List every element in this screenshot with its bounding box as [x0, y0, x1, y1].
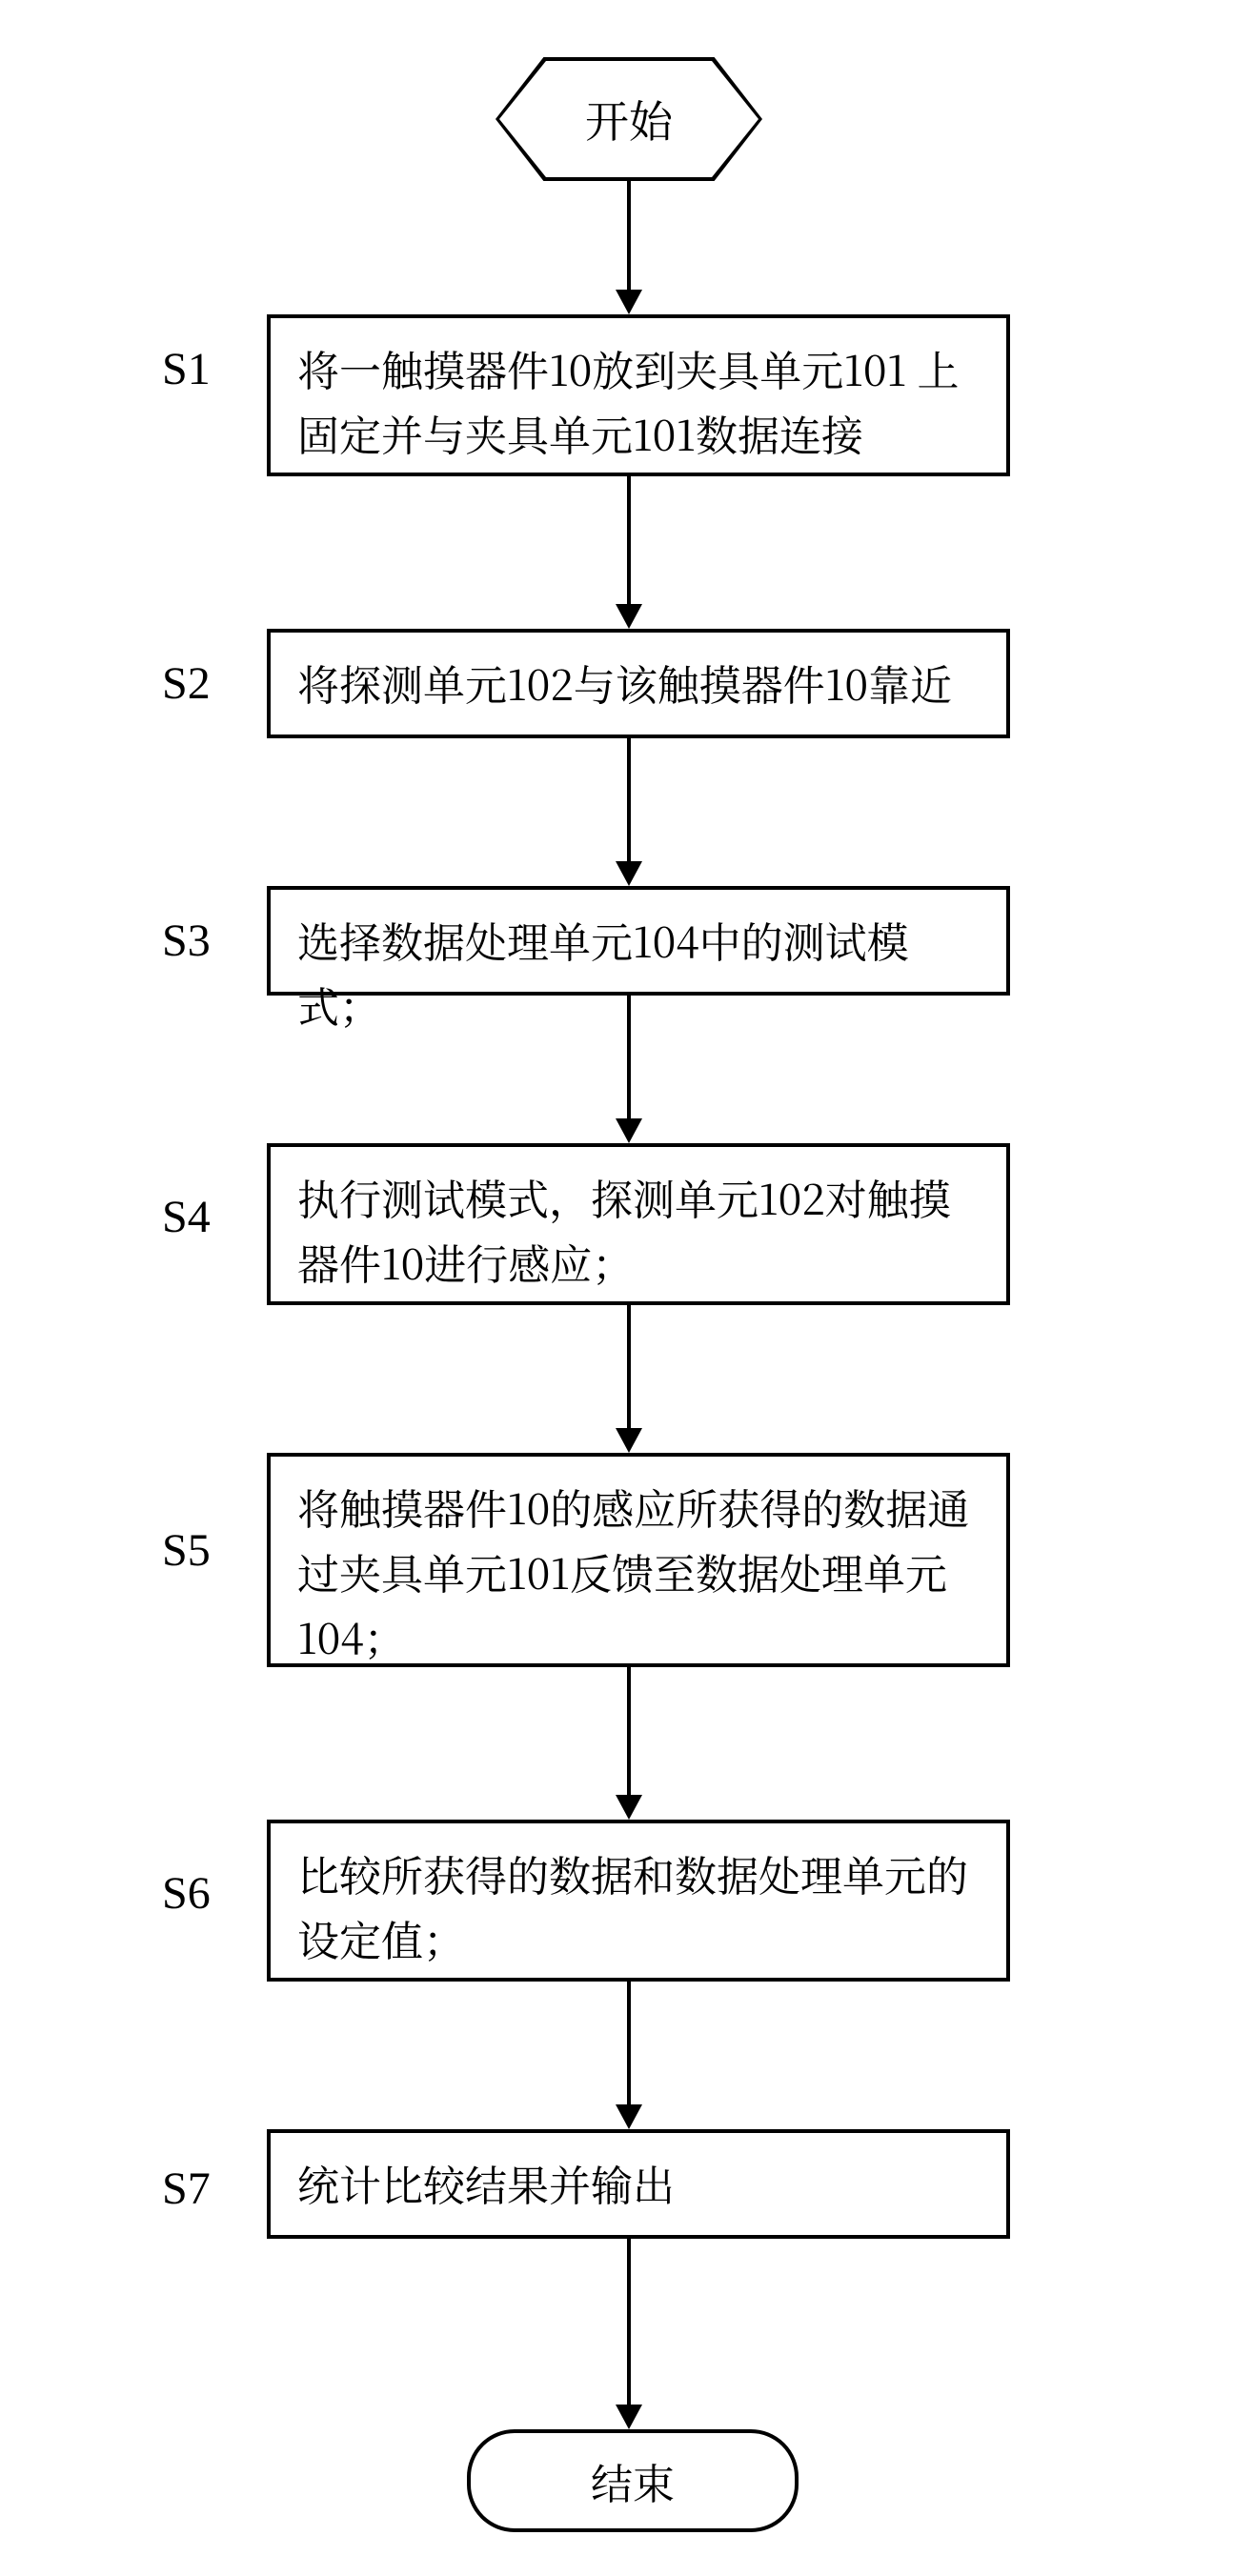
step-text-s3: 选择数据处理单元104中的测试模式； — [297, 909, 909, 1035]
step-label-s1: S1 — [162, 343, 211, 395]
step-box-s3: 选择数据处理单元104中的测试模式； — [267, 886, 1010, 996]
arrow-line-4 — [627, 1305, 631, 1428]
step-label-s4: S4 — [162, 1191, 211, 1243]
step-text-s2: 将探测单元102与该触摸器件10靠近 — [297, 652, 952, 713]
step-text-s1: 将一触摸器件10放到夹具单元101 上固定并与夹具单元101数据连接 — [297, 337, 959, 463]
arrow-line-0 — [627, 181, 631, 290]
arrow-line-6 — [627, 1982, 631, 2104]
arrow-head-2 — [616, 861, 642, 886]
step-label-s3: S3 — [162, 915, 211, 967]
step-text-s5: 将触摸器件10的感应所获得的数据通过夹具单元101反馈至数据处理单元104； — [297, 1476, 969, 1666]
arrow-line-2 — [627, 738, 631, 861]
start-terminator: 开始 — [496, 57, 762, 181]
step-label-s5: S5 — [162, 1524, 211, 1577]
step-box-s7: 统计比较结果并输出 — [267, 2129, 1010, 2239]
flowchart-canvas: 开始 S1 将一触摸器件10放到夹具单元101 上固定并与夹具单元101数据连接… — [0, 0, 1254, 2576]
step-box-s1: 将一触摸器件10放到夹具单元101 上固定并与夹具单元101数据连接 — [267, 314, 1010, 476]
arrow-head-7 — [616, 2405, 642, 2429]
step-text-s4: 执行测试模式，探测单元102对触摸器件10进行感应； — [297, 1166, 951, 1292]
arrow-head-0 — [616, 290, 642, 314]
arrow-line-3 — [627, 996, 631, 1118]
step-box-s5: 将触摸器件10的感应所获得的数据通过夹具单元101反馈至数据处理单元104； — [267, 1453, 1010, 1667]
arrow-head-5 — [616, 1795, 642, 1820]
arrow-head-3 — [616, 1118, 642, 1143]
arrow-head-4 — [616, 1428, 642, 1453]
end-terminator: 结束 — [467, 2429, 799, 2532]
start-label: 开始 — [499, 61, 758, 177]
step-text-s6: 比较所获得的数据和数据处理单元的设定值； — [297, 1842, 968, 1968]
step-box-s2: 将探测单元102与该触摸器件10靠近 — [267, 629, 1010, 738]
step-label-s2: S2 — [162, 657, 211, 710]
arrow-head-6 — [616, 2104, 642, 2129]
step-box-s4: 执行测试模式，探测单元102对触摸器件10进行感应； — [267, 1143, 1010, 1305]
arrow-line-5 — [627, 1667, 631, 1795]
arrow-head-1 — [616, 604, 642, 629]
step-text-s7: 统计比较结果并输出 — [297, 2152, 675, 2213]
step-label-s6: S6 — [162, 1867, 211, 1920]
arrow-line-1 — [627, 476, 631, 604]
arrow-line-7 — [627, 2239, 631, 2405]
step-box-s6: 比较所获得的数据和数据处理单元的设定值； — [267, 1820, 1010, 1982]
step-label-s7: S7 — [162, 2163, 211, 2215]
end-label: 结束 — [591, 2450, 675, 2511]
